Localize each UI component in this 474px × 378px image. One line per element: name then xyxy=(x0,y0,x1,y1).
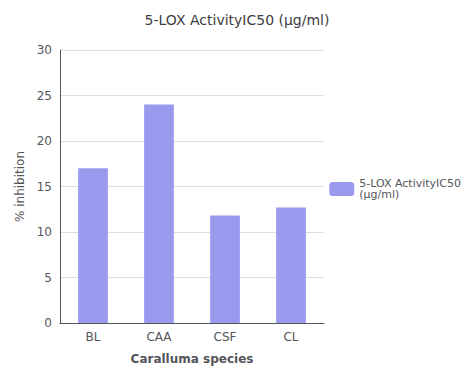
svg-text:5: 5 xyxy=(44,271,52,285)
svg-text:15: 15 xyxy=(37,180,52,194)
svg-text:25: 25 xyxy=(37,89,52,103)
svg-text:5-LOX ActivityIC50: 5-LOX ActivityIC50 xyxy=(359,177,461,190)
svg-text:20: 20 xyxy=(37,134,52,148)
svg-text:BL: BL xyxy=(86,330,101,344)
svg-text:10: 10 xyxy=(37,225,52,239)
svg-text:0: 0 xyxy=(44,316,52,330)
svg-text:30: 30 xyxy=(37,43,52,57)
svg-text:(μg/ml): (μg/ml) xyxy=(359,188,399,201)
svg-text:Caralluma species: Caralluma species xyxy=(131,352,254,366)
svg-text:CAA: CAA xyxy=(146,330,172,344)
svg-text:5-LOX ActivityIC50 (μg/ml): 5-LOX ActivityIC50 (μg/ml) xyxy=(145,12,330,28)
svg-text:CSF: CSF xyxy=(214,330,237,344)
svg-text:CL: CL xyxy=(283,330,298,344)
svg-text:% inhibition: % inhibition xyxy=(13,151,27,222)
